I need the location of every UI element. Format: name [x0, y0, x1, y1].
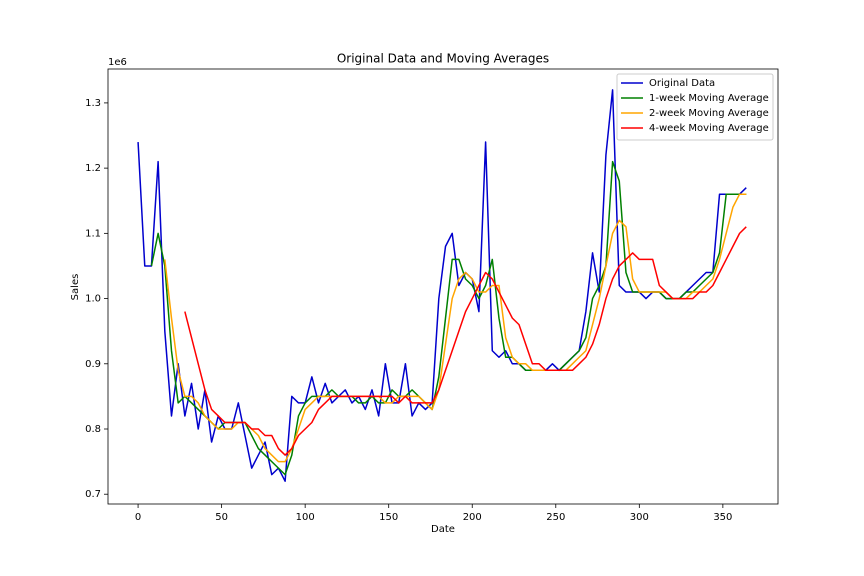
legend-label: Original Data	[649, 78, 715, 89]
x-tick-label: 250	[546, 512, 565, 523]
x-tick-label: 150	[379, 512, 398, 523]
y-tick-label: 1.0	[85, 294, 101, 305]
x-tick-label: 0	[135, 512, 141, 523]
y-tick-label: 0.7	[85, 489, 101, 500]
legend-label: 2-week Moving Average	[649, 108, 769, 119]
y-tick-label: 1.1	[85, 228, 101, 239]
x-tick-label: 350	[713, 512, 732, 523]
plot-frame	[107, 68, 779, 505]
y-axis-label: Sales	[70, 274, 81, 301]
legend-label: 4-week Moving Average	[649, 123, 769, 134]
x-tick-label: 100	[296, 512, 315, 523]
data-line	[184, 226, 747, 456]
y-tick-label: 1.2	[85, 163, 101, 174]
data-line	[137, 89, 747, 482]
y-tick-label: 0.8	[85, 424, 101, 435]
y-tick-label: 1.3	[85, 98, 101, 109]
legend-label: 1-week Moving Average	[649, 93, 769, 104]
x-tick-label: 200	[463, 512, 482, 523]
data-line	[164, 193, 747, 463]
y-tick-label: 0.9	[85, 359, 101, 370]
legend-box	[616, 73, 774, 141]
x-tick-label: 300	[630, 512, 649, 523]
x-tick-label: 50	[215, 512, 228, 523]
y-offset-label: 1e6	[108, 57, 127, 68]
chart-title: Original Data and Moving Averages	[337, 52, 549, 66]
x-axis-label: Date	[431, 524, 455, 535]
